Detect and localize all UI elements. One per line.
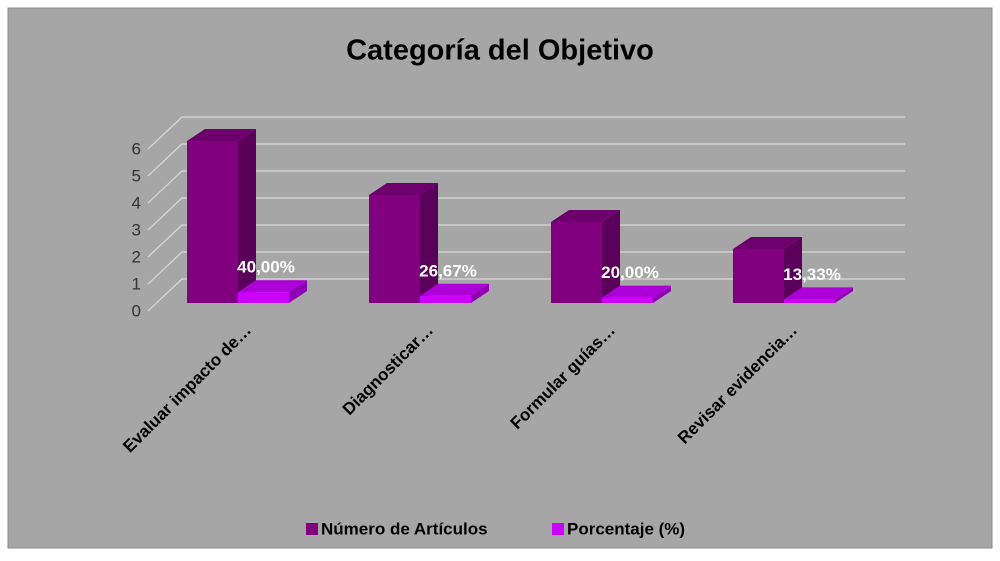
legend-swatch — [552, 523, 564, 535]
bar — [602, 297, 653, 303]
grid-line — [147, 197, 905, 231]
grid-line — [147, 251, 905, 285]
y-tick-label: 5 — [132, 166, 141, 185]
data-label: 40,00% — [237, 258, 295, 277]
bar — [187, 141, 238, 303]
data-label: 26,67% — [419, 261, 477, 280]
y-tick-label: 2 — [132, 247, 141, 266]
grid-line — [147, 224, 905, 258]
legend-label: Número de Artículos — [321, 519, 488, 538]
grid-line — [147, 143, 905, 177]
bar-top — [238, 280, 307, 293]
bar-top — [784, 287, 853, 300]
grid-line — [147, 116, 905, 150]
bar-side — [784, 237, 802, 303]
bar-side — [653, 285, 671, 303]
bar-top — [187, 129, 256, 141]
bar-side — [835, 287, 853, 303]
bar-top — [733, 237, 802, 249]
y-tick-label: 6 — [132, 139, 141, 158]
bar-side — [289, 280, 307, 303]
legend-swatch — [306, 523, 318, 535]
data-label: 20,00% — [601, 263, 659, 282]
legend-label: Porcentaje (%) — [567, 519, 685, 538]
bar-side — [420, 183, 438, 303]
bar — [733, 249, 784, 303]
bar — [784, 299, 835, 303]
bar-side — [238, 129, 256, 303]
chart-title: Categoría del Objetivo — [346, 35, 654, 67]
bar — [238, 292, 289, 303]
grid-line — [147, 170, 905, 204]
grid-line — [147, 278, 905, 312]
bar — [420, 295, 471, 303]
bar — [551, 222, 602, 303]
bar-top — [551, 210, 620, 222]
y-tick-label: 0 — [132, 301, 141, 320]
bar-top — [369, 183, 438, 195]
bar-side — [471, 283, 489, 303]
bar-top — [420, 283, 489, 296]
data-label: 13,33% — [783, 265, 841, 284]
bar — [369, 195, 420, 303]
chart-area — [7, 7, 993, 549]
y-tick-label: 3 — [132, 220, 141, 239]
y-tick-label: 4 — [132, 193, 141, 212]
bar-side — [602, 210, 620, 303]
y-tick-label: 1 — [132, 274, 141, 293]
bar-top — [602, 285, 671, 298]
